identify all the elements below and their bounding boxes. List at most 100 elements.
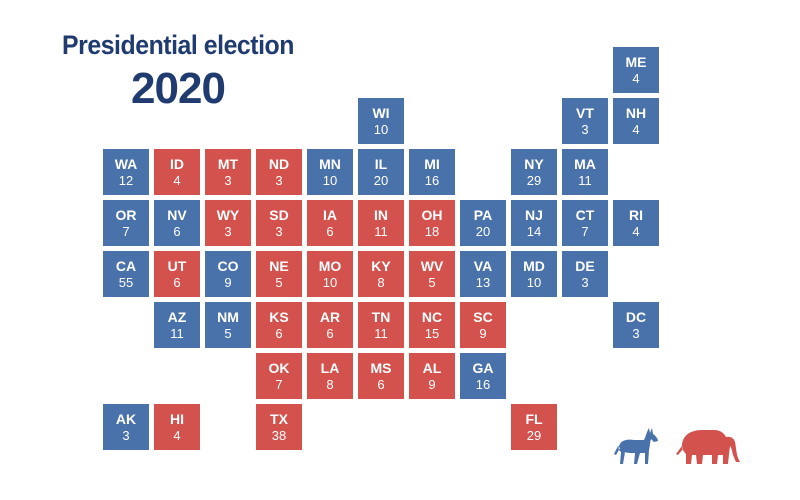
state-tile-ca: CA 55 <box>103 251 149 297</box>
electoral-votes: 12 <box>118 173 134 188</box>
state-tile-de: DE 3 <box>562 251 608 297</box>
state-tile-oh: OH 18 <box>409 200 455 246</box>
state-abbr: NJ <box>525 207 543 223</box>
electoral-votes: 6 <box>173 224 181 239</box>
electoral-votes: 15 <box>424 326 440 341</box>
electoral-votes: 16 <box>424 173 440 188</box>
state-abbr: IL <box>374 156 388 172</box>
state-tile-mn: MN 10 <box>307 149 353 195</box>
state-abbr: IA <box>323 207 337 223</box>
electoral-votes: 55 <box>118 275 134 290</box>
electoral-votes: 9 <box>479 326 487 341</box>
state-abbr: ME <box>625 54 647 70</box>
electoral-votes: 7 <box>581 224 589 239</box>
state-tile-nc: NC 15 <box>409 302 455 348</box>
electoral-votes: 10 <box>322 275 338 290</box>
electoral-votes: 3 <box>275 173 283 188</box>
page-title: Presidential election <box>62 30 294 60</box>
state-abbr: MO <box>318 258 342 274</box>
state-abbr: MN <box>319 156 341 172</box>
electoral-votes: 3 <box>224 173 232 188</box>
state-tile-az: AZ 11 <box>154 302 200 348</box>
electoral-votes: 4 <box>173 173 181 188</box>
state-abbr: TX <box>270 411 288 427</box>
electoral-votes: 6 <box>326 224 334 239</box>
state-abbr: NV <box>167 207 187 223</box>
state-abbr: ID <box>170 156 184 172</box>
state-tile-ct: CT 7 <box>562 200 608 246</box>
state-abbr: FL <box>525 411 543 427</box>
electoral-votes: 10 <box>322 173 338 188</box>
party-symbols <box>614 428 740 464</box>
state-abbr: MI <box>424 156 440 172</box>
state-tile-vt: VT 3 <box>562 98 608 144</box>
state-tile-ks: KS 6 <box>256 302 302 348</box>
state-tile-wy: WY 3 <box>205 200 251 246</box>
elephant-icon <box>676 430 740 464</box>
state-abbr: NM <box>217 309 239 325</box>
state-abbr: MS <box>370 360 392 376</box>
state-abbr: LA <box>320 360 340 376</box>
state-tile-il: IL 20 <box>358 149 404 195</box>
electoral-votes: 11 <box>170 326 184 341</box>
state-abbr: MA <box>574 156 596 172</box>
state-abbr: AL <box>422 360 442 376</box>
electoral-votes: 16 <box>475 377 491 392</box>
electoral-votes: 5 <box>275 275 283 290</box>
state-tile-wi: WI 10 <box>358 98 404 144</box>
state-abbr: PA <box>473 207 493 223</box>
electoral-votes: 5 <box>428 275 436 290</box>
state-tile-pa: PA 20 <box>460 200 506 246</box>
electoral-votes: 11 <box>374 224 388 239</box>
state-tile-ky: KY 8 <box>358 251 404 297</box>
state-tile-ny: NY 29 <box>511 149 557 195</box>
state-tile-nj: NJ 14 <box>511 200 557 246</box>
page-year: 2020 <box>131 64 226 113</box>
electoral-votes: 20 <box>475 224 491 239</box>
state-abbr: CA <box>115 258 137 274</box>
state-abbr: NE <box>269 258 289 274</box>
state-abbr: NC <box>421 309 443 325</box>
state-tile-mi: MI 16 <box>409 149 455 195</box>
electoral-votes: 4 <box>632 71 640 86</box>
electoral-votes: 14 <box>526 224 542 239</box>
state-tile-ne: NE 5 <box>256 251 302 297</box>
state-abbr: VA <box>473 258 493 274</box>
electoral-votes: 6 <box>173 275 181 290</box>
electoral-votes: 10 <box>373 122 389 137</box>
state-tile-wa: WA 12 <box>103 149 149 195</box>
state-abbr: OR <box>115 207 137 223</box>
electoral-votes: 3 <box>581 122 589 137</box>
electoral-votes: 11 <box>578 173 592 188</box>
state-abbr: IN <box>374 207 388 223</box>
electoral-votes: 7 <box>122 224 130 239</box>
state-tile-sd: SD 3 <box>256 200 302 246</box>
electoral-votes: 3 <box>275 224 283 239</box>
electoral-votes: 5 <box>224 326 232 341</box>
state-tile-nm: NM 5 <box>205 302 251 348</box>
state-abbr: AZ <box>167 309 187 325</box>
state-abbr: AK <box>115 411 137 427</box>
state-tile-or: OR 7 <box>103 200 149 246</box>
state-abbr: DC <box>625 309 647 325</box>
state-abbr: ND <box>268 156 290 172</box>
electoral-votes: 6 <box>326 326 334 341</box>
state-abbr: VT <box>576 105 594 121</box>
electoral-votes: 10 <box>526 275 542 290</box>
state-abbr: WI <box>372 105 390 121</box>
state-tile-la: LA 8 <box>307 353 353 399</box>
state-abbr: WA <box>114 156 138 172</box>
state-tile-nv: NV 6 <box>154 200 200 246</box>
electoral-votes: 7 <box>275 377 283 392</box>
electoral-votes: 29 <box>526 173 542 188</box>
state-tile-id: ID 4 <box>154 149 200 195</box>
state-abbr: MD <box>523 258 545 274</box>
state-abbr: CO <box>217 258 239 274</box>
electoral-votes: 9 <box>224 275 232 290</box>
state-tile-ga: GA 16 <box>460 353 506 399</box>
state-abbr: MT <box>217 156 239 172</box>
electoral-votes: 20 <box>373 173 389 188</box>
state-tile-nh: NH 4 <box>613 98 659 144</box>
state-tile-ms: MS 6 <box>358 353 404 399</box>
state-tile-ak: AK 3 <box>103 404 149 450</box>
